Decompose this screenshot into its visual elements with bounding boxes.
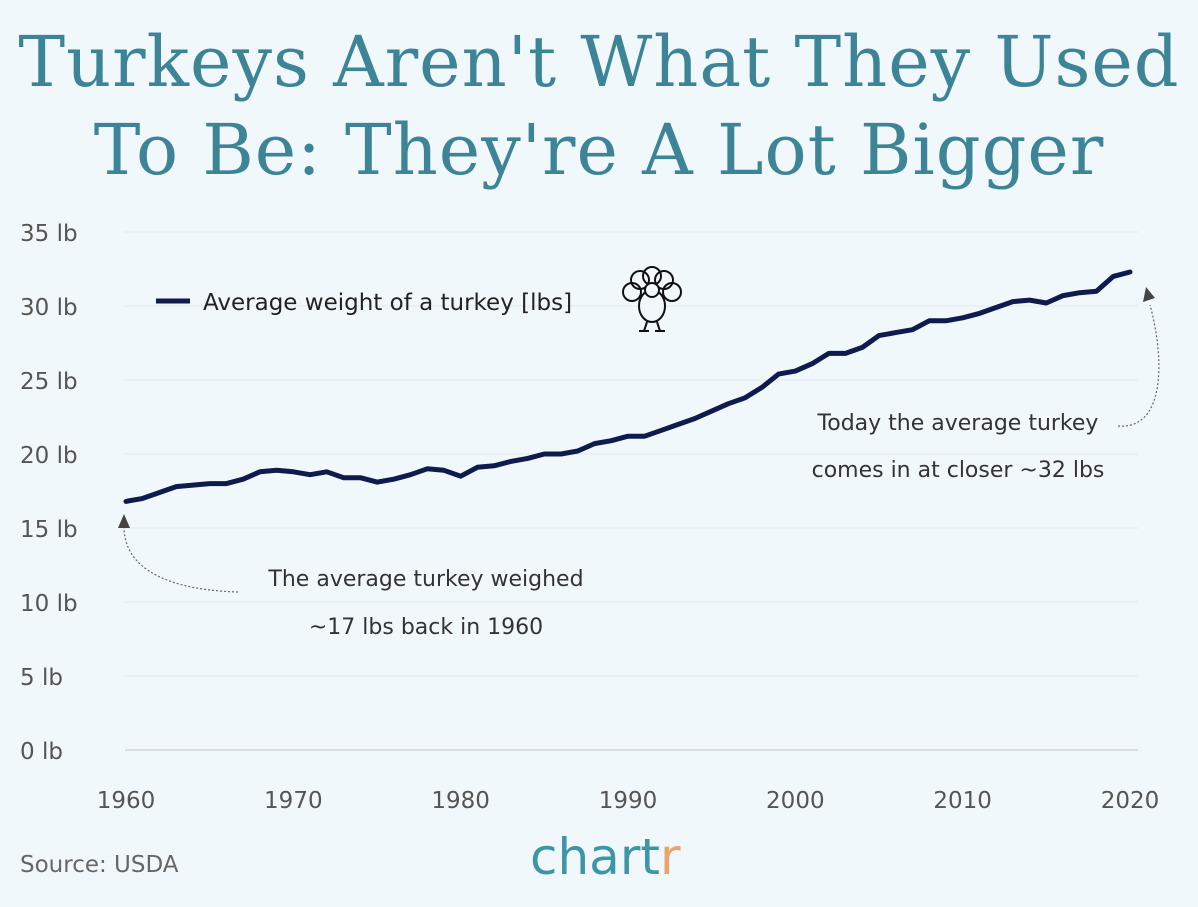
y-tick-label: 35 lb [20, 221, 78, 247]
x-tick-label: 2020 [1101, 788, 1160, 814]
annotation-text: ~17 lbs back in 1960 [309, 615, 543, 640]
y-tick-label: 30 lb [20, 295, 78, 321]
annotation-arrow [123, 527, 239, 593]
chart-title: Turkeys Aren't What They Used To Be: The… [18, 21, 1180, 191]
legend: Average weight of a turkey [lbs] [156, 266, 682, 332]
y-tick-label: 20 lb [20, 443, 78, 469]
x-tick-label: 1980 [431, 788, 490, 814]
x-tick-label: 1970 [264, 788, 323, 814]
annotation-text: comes in at closer ~32 lbs [812, 458, 1105, 483]
y-tick-label: 25 lb [20, 369, 78, 395]
annotation-1960: The average turkey weighed ~17 lbs back … [118, 514, 584, 640]
source-note: Source: USDA [20, 852, 179, 878]
series-line [123, 269, 1133, 504]
annotation-text: Today the average turkey [817, 411, 1099, 436]
x-axis: 1960 1970 1980 1990 2000 2010 2020 [97, 788, 1160, 814]
chartr-logo: chartr [530, 828, 681, 886]
y-tick-label: 15 lb [20, 517, 78, 543]
y-tick-label: 5 lb [20, 665, 63, 691]
gridlines [125, 231, 1138, 751]
arrowhead [1143, 287, 1155, 302]
x-tick-label: 2010 [933, 788, 992, 814]
x-tick-label: 1990 [599, 788, 658, 814]
y-tick-label: 0 lb [20, 739, 63, 765]
y-axis: 0 lb 5 lb 10 lb 15 lb 20 lb 25 lb 30 lb 35 lb [20, 221, 78, 765]
annotation-2020: Today the average turkey comes in at clo… [812, 287, 1160, 483]
arrowhead [118, 514, 130, 528]
annotation-text: The average turkey weighed [267, 567, 583, 592]
x-tick-label: 1960 [97, 788, 156, 814]
y-tick-label: 10 lb [20, 591, 78, 617]
turkey-icon [622, 266, 682, 332]
annotation-arrow [1117, 304, 1160, 427]
legend-label: Average weight of a turkey [lbs] [203, 290, 572, 316]
x-tick-label: 2000 [766, 788, 825, 814]
